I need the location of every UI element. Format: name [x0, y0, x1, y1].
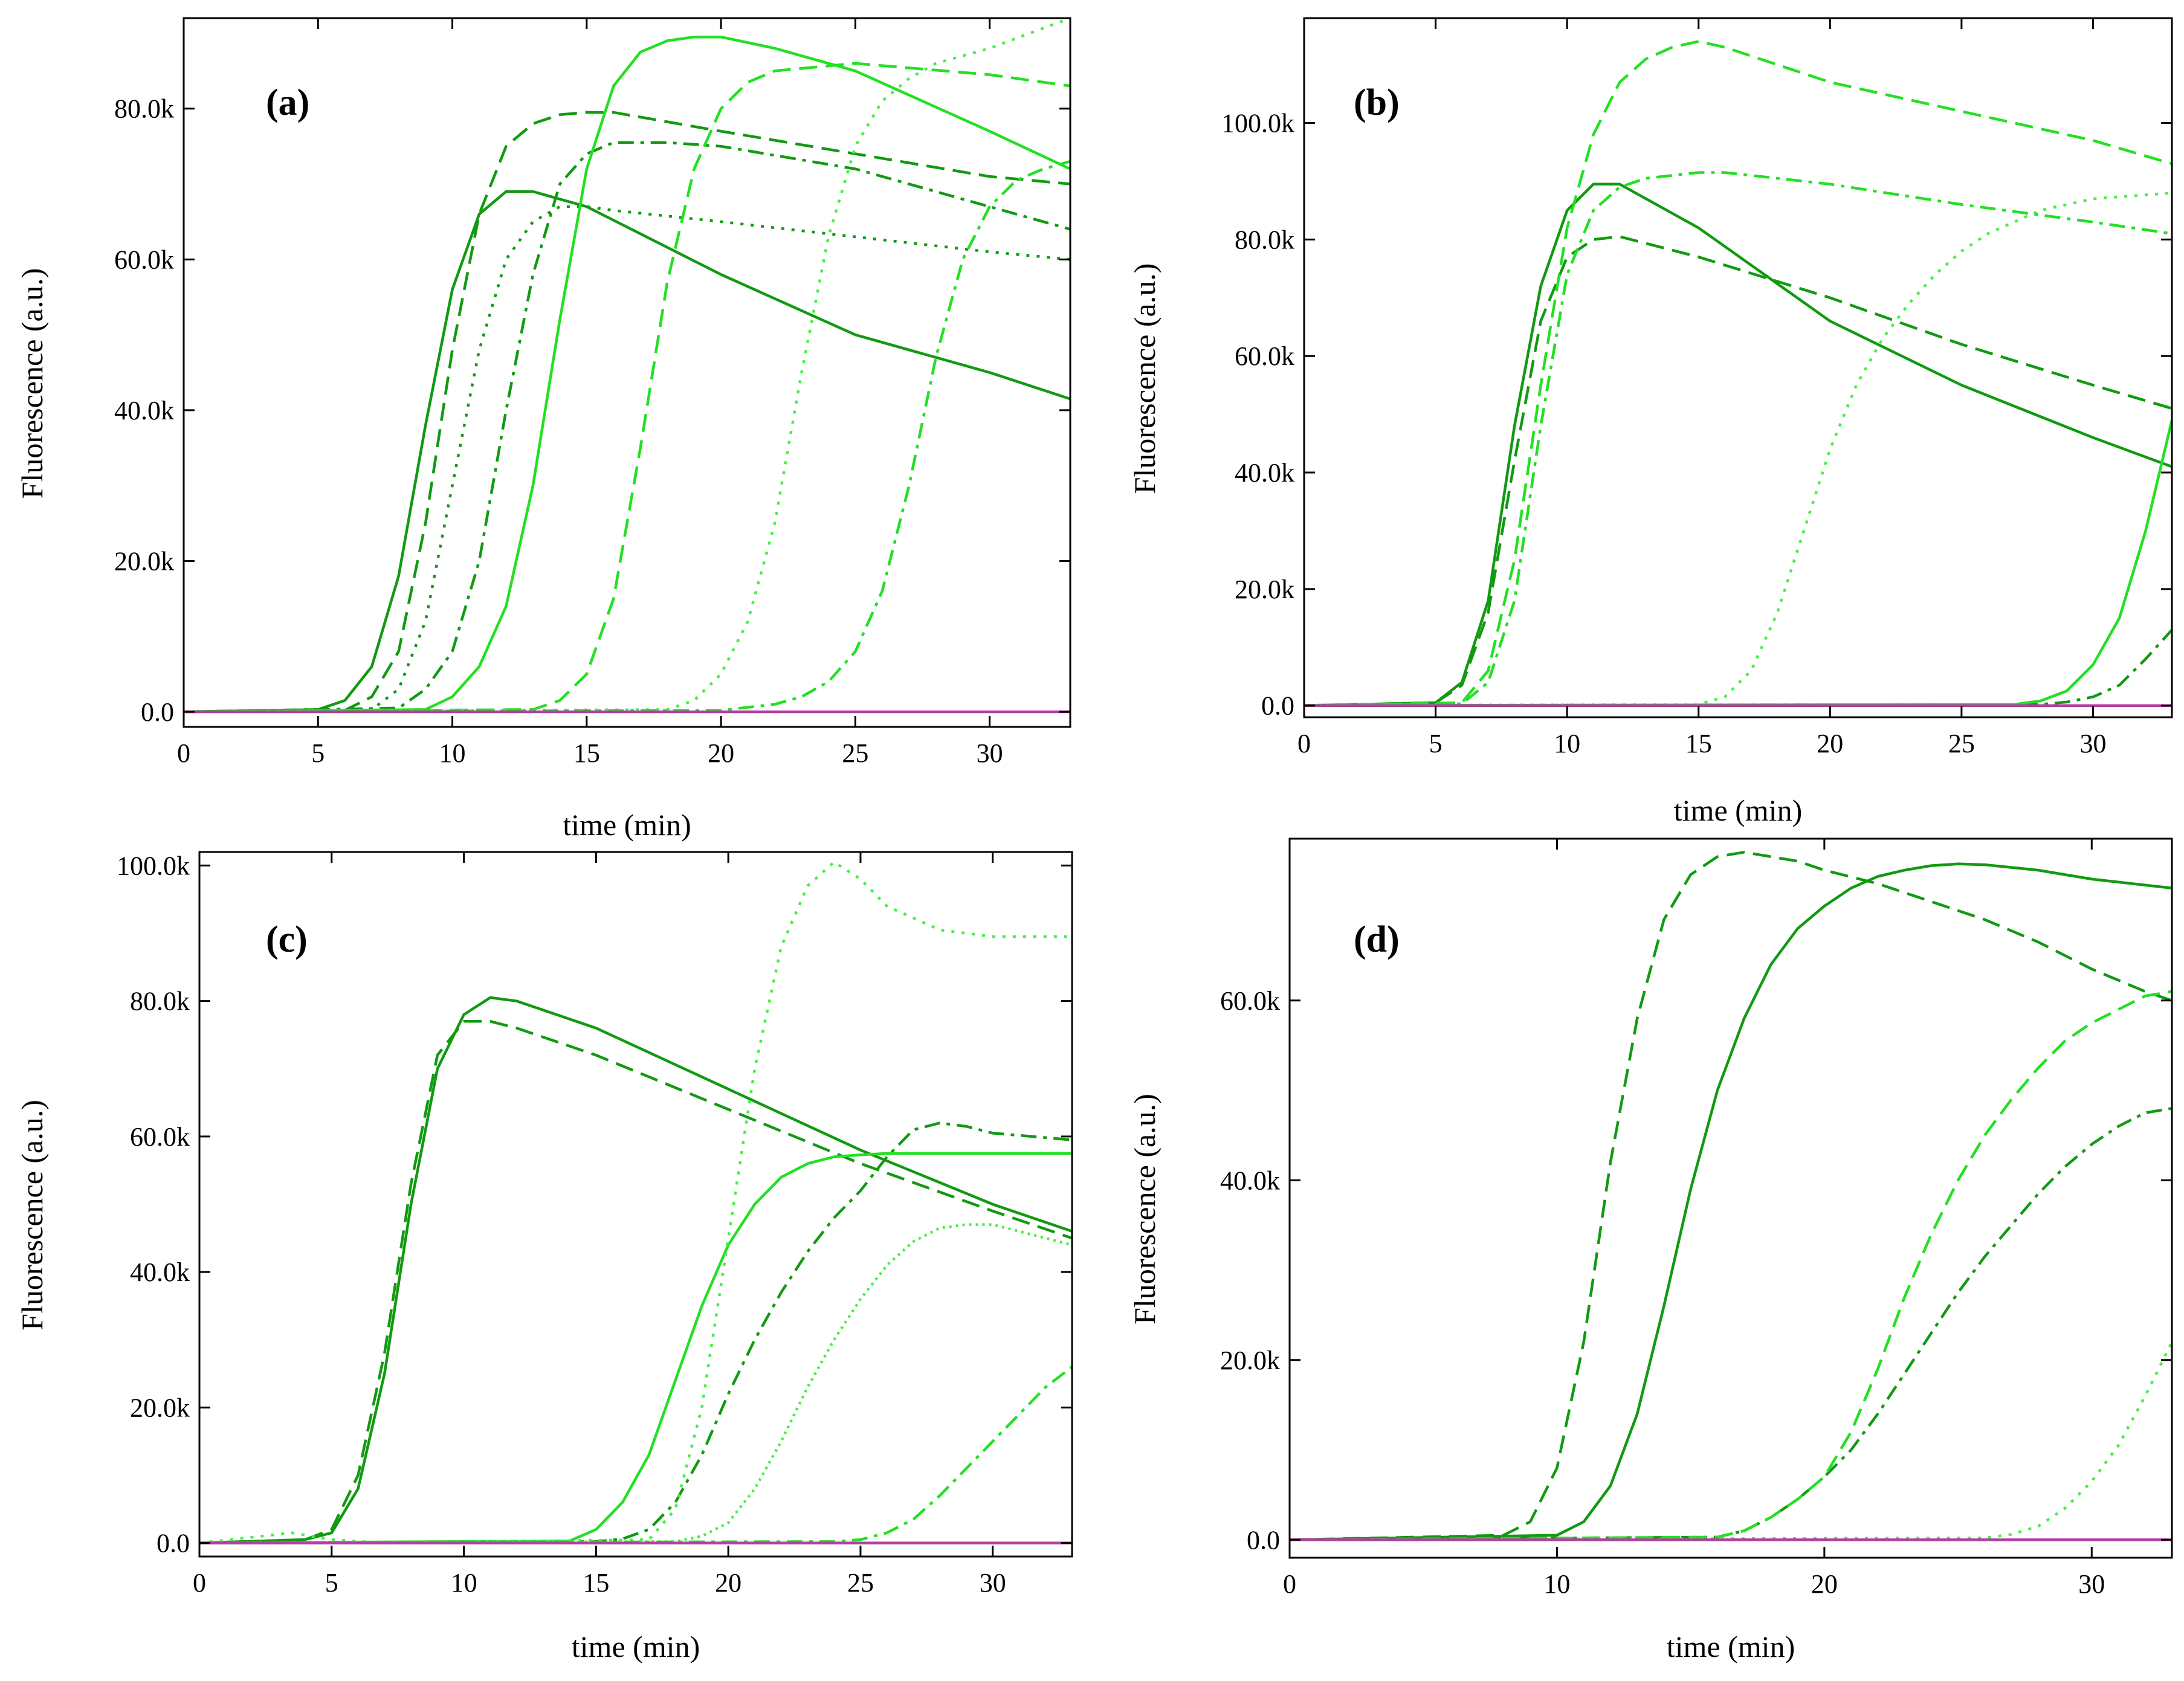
panel-a-xlabel: time (min) [563, 808, 691, 842]
panel-d-xlabel: time (min) [1667, 1630, 1795, 1663]
panel-b-tag: (b) [1354, 82, 1400, 123]
panel-d-series-dark-dashed [1290, 851, 2172, 1541]
panel-b-ytick-label: 0.0 [1261, 691, 1294, 721]
panel-a-frame [183, 17, 1071, 728]
panel-b-xtick-label: 30 [2079, 729, 2106, 758]
panel-b-frame [1303, 17, 2173, 718]
panel-c-xlabel: time (min) [572, 1630, 700, 1663]
panel-c-ylabel: Fluorescence (a.u.) [15, 1100, 49, 1331]
panel-b-ytick-label: 80.0k [1235, 225, 1294, 254]
panel-a-series-dark-solid [184, 190, 1070, 714]
panel-c-xtick-label: 15 [583, 1568, 609, 1598]
panel-a-xtick-label: 10 [439, 738, 466, 768]
panel-d-ytick-label: 60.0k [1220, 986, 1280, 1016]
panel-b-xtick-label: 15 [1685, 729, 1712, 758]
panel-a-xtick-label: 5 [311, 738, 325, 768]
panel-b-xtick-label: 20 [1817, 729, 1843, 758]
panel-c-xtick-label: 10 [451, 1568, 477, 1598]
panel-d-ytick-label: 0.0 [1247, 1525, 1280, 1555]
panel-a-series-light-solid [184, 35, 1070, 714]
panel-d-xtick-label: 0 [1283, 1569, 1296, 1599]
panel-c-series-dark-solid [199, 996, 1072, 1544]
panel-d-series-dark-dashdot [1290, 1107, 2172, 1541]
panel-a-series-dark-dashdot [184, 141, 1070, 714]
panel-c-xtick-label: 5 [325, 1568, 338, 1598]
panel-c-xtick-label: 20 [715, 1568, 741, 1598]
panel-d-series-group [1290, 851, 2172, 1541]
panel-b-ytick-label: 20.0k [1235, 575, 1294, 604]
panel-b-series-light-dashed [1304, 40, 2172, 707]
panel-b-ytick-label: 60.0k [1235, 341, 1294, 371]
panel-a-xtick-label: 20 [708, 738, 734, 768]
panel-d-ylabel: Fluorescence (a.u.) [1128, 1094, 1161, 1324]
panel-d-xtick-label: 10 [1543, 1569, 1570, 1599]
panel-a-series-light-dashed [184, 62, 1070, 714]
panel-c-frame [198, 851, 1073, 1558]
panel-c-series-light-solid [199, 1152, 1072, 1544]
panel-c-xtick-label: 30 [980, 1568, 1006, 1598]
panel-a-ylabel: Fluorescence (a.u.) [15, 268, 49, 499]
panel-c: 0 5 10 15 20 25 30 0.0 20.0k 40.0k 60.0k 80.0k 100.0… [15, 851, 1073, 1663]
panel-a-ytick-label: 80.0k [114, 94, 174, 124]
panels: 0 5 10 15 20 25 30 0.0 20.0k 40.0k 60.0k 80.0k time … [15, 17, 2173, 1663]
panel-d-series-dark-solid [1290, 862, 2172, 1541]
panel-d: 0 10 20 30 0.0 20.0k 40.0k 60.0k time (min) Fluor… [1128, 837, 2173, 1663]
panel-b-series-light-dashdot [1304, 171, 2172, 707]
panel-d-xtick-label: 30 [2078, 1569, 2105, 1599]
panel-a-xtick-label: 0 [177, 738, 190, 768]
panel-b-series-dark-dashed [1304, 235, 2172, 707]
panel-d-ytick-label: 40.0k [1220, 1166, 1280, 1195]
panel-a: 0 5 10 15 20 25 30 0.0 20.0k 40.0k 60.0k 80.0k time … [15, 17, 1071, 842]
panel-c-series-light-dotted [199, 860, 1072, 1544]
panel-c-series-dark-dashed [199, 1020, 1072, 1544]
panel-c-xtick-label: 0 [193, 1568, 206, 1598]
panel-b: 0 5 10 15 20 25 30 0.0 20.0k 40.0k 60.0k 80.0k 100.0… [1128, 17, 2173, 827]
panel-d-xtick-label: 20 [1811, 1569, 1838, 1599]
panel-c-series-group [199, 860, 1072, 1544]
panel-a-ytick-label: 0.0 [141, 697, 174, 727]
panel-c-ytick-label: 0.0 [157, 1529, 190, 1558]
panel-b-series-group [1304, 40, 2172, 707]
panel-a-ytick-label: 40.0k [114, 396, 174, 425]
panel-c-series-light-dotted-2 [199, 1223, 1072, 1544]
panel-b-xlabel: time (min) [1674, 793, 1802, 827]
panel-a-tag: (a) [266, 82, 309, 123]
panel-d-series-light-dotted [1290, 1341, 2172, 1541]
panel-b-series-dark-dashdot [1304, 628, 2172, 707]
panel-b-series-light-solid [1304, 419, 2172, 707]
panel-b-series-dark-solid [1304, 182, 2172, 707]
panel-d-series-light-dashed [1290, 990, 2172, 1541]
panel-c-series-dark-dashdot [199, 1121, 1072, 1544]
panel-a-xtick-label: 25 [842, 738, 868, 768]
panel-a-series-light-dashdot [184, 160, 1070, 714]
panel-a-xtick-label: 30 [977, 738, 1003, 768]
panel-a-ytick-label: 20.0k [114, 546, 174, 576]
panel-c-ytick-label: 20.0k [130, 1393, 190, 1422]
panel-c-ytick-label: 60.0k [130, 1122, 190, 1152]
panel-c-series-light-dashdot [199, 1366, 1072, 1544]
panel-d-tag: (d) [1354, 919, 1400, 960]
panel-b-xtick-label: 10 [1554, 729, 1580, 758]
panel-c-tag: (c) [266, 919, 308, 960]
panel-b-ytick-label: 100.0k [1221, 109, 1294, 138]
panel-c-ytick-label: 40.0k [130, 1257, 190, 1287]
panel-a-xtick-label: 15 [573, 738, 600, 768]
panel-d-ytick-label: 20.0k [1220, 1346, 1280, 1375]
panel-b-xtick-label: 0 [1297, 729, 1311, 758]
panel-b-ytick-label: 40.0k [1235, 458, 1294, 488]
panel-c-xtick-label: 25 [847, 1568, 874, 1598]
panel-b-xtick-label: 25 [1948, 729, 1975, 758]
panel-a-series-dark-dashed [184, 111, 1070, 714]
panel-b-xtick-label: 5 [1429, 729, 1443, 758]
panel-c-ytick-label: 80.0k [130, 987, 190, 1016]
panel-d-frame [1288, 837, 2173, 1559]
panel-a-series-group [184, 18, 1070, 714]
panel-c-ytick-label: 100.0k [117, 851, 190, 880]
panel-b-ylabel: Fluorescence (a.u.) [1128, 263, 1161, 494]
panel-a-ytick-label: 60.0k [114, 245, 174, 274]
